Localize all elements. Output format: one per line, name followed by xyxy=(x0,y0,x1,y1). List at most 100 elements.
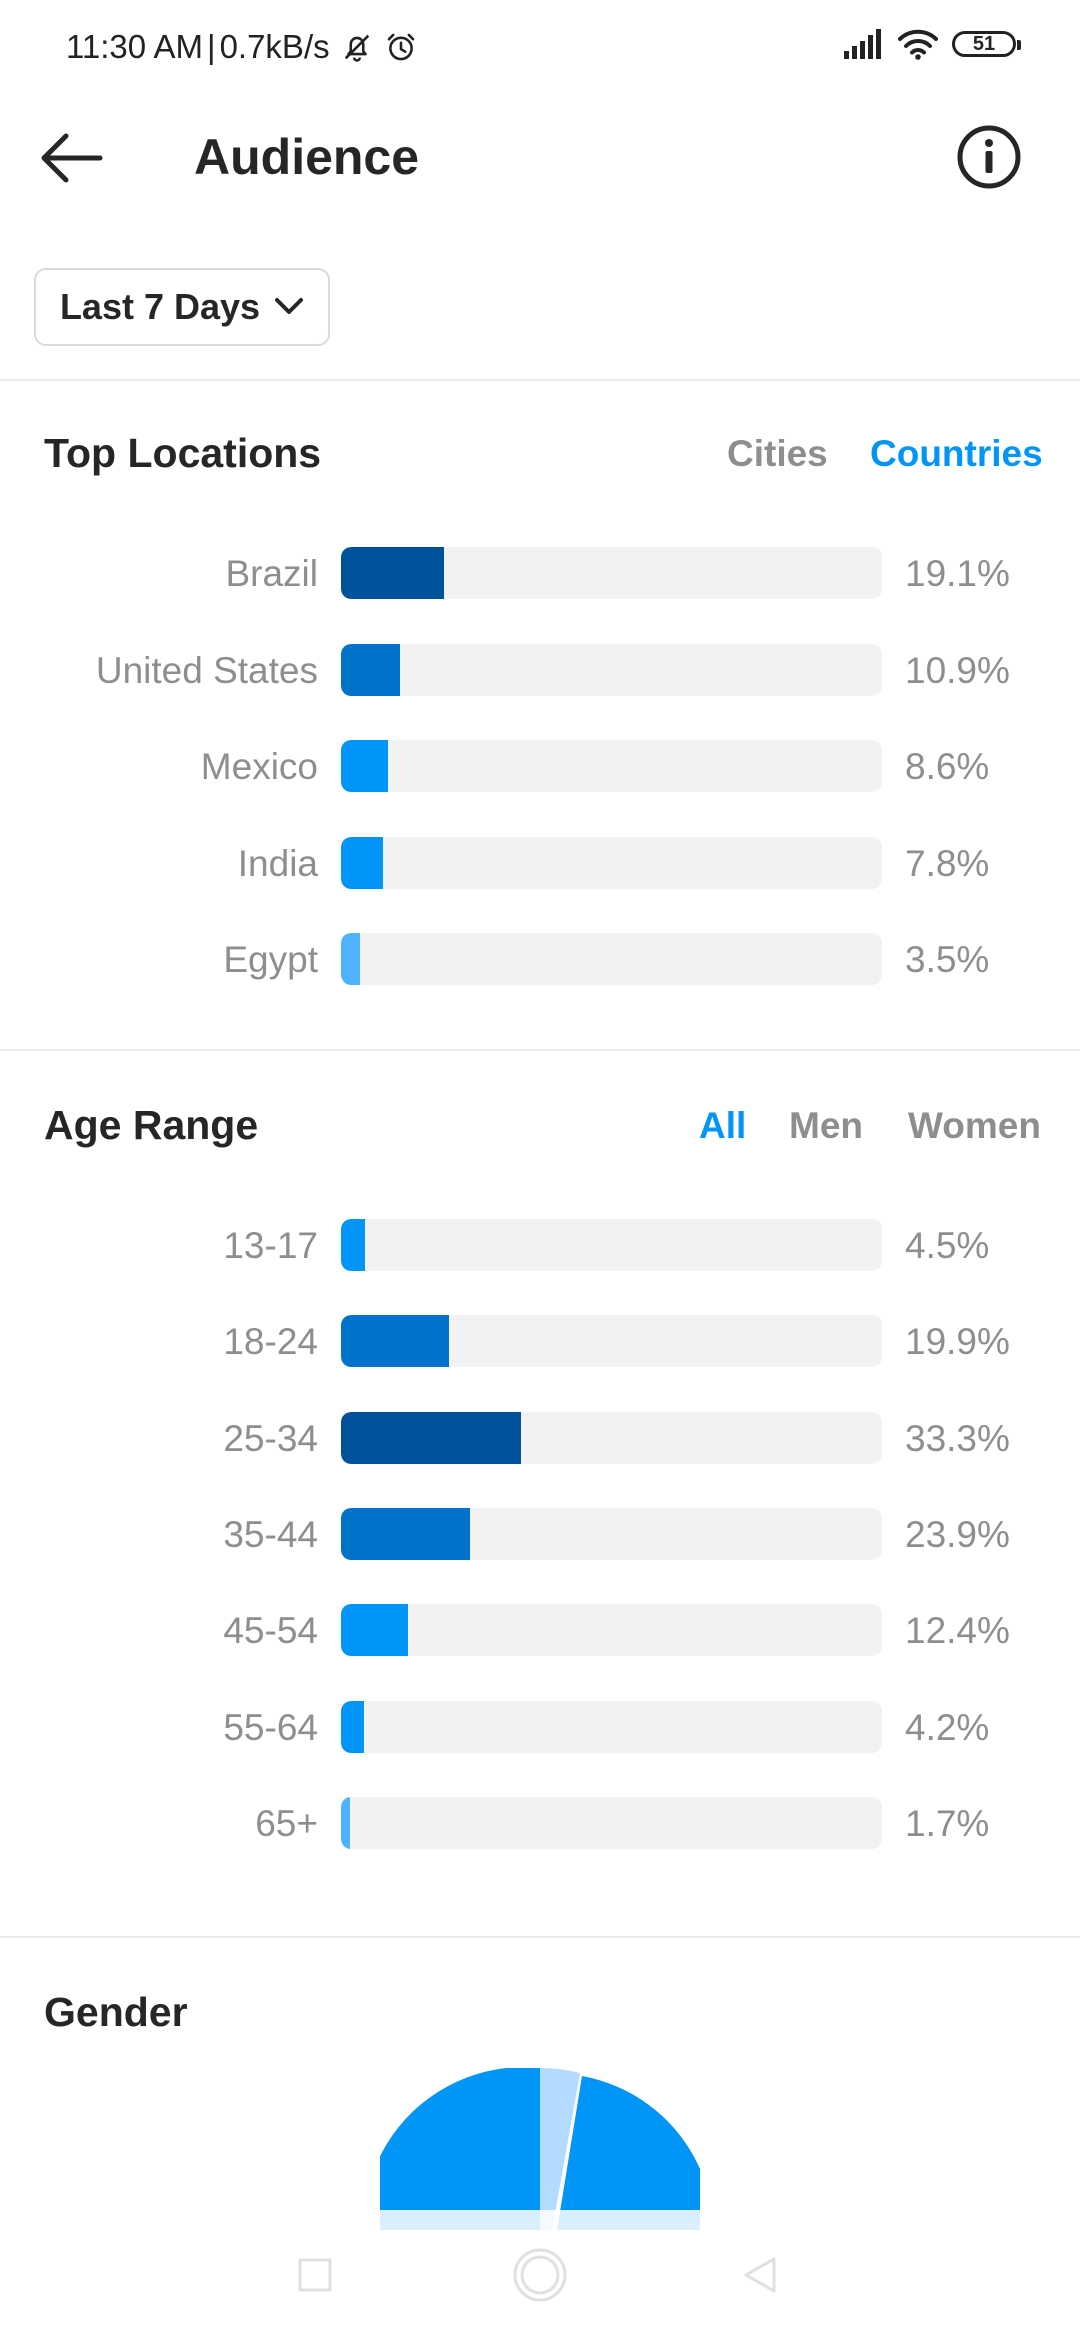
header: Audience xyxy=(0,100,1080,215)
age-label: 65+ xyxy=(255,1802,318,1844)
divider xyxy=(0,1049,1080,1051)
tab-women[interactable]: Women xyxy=(908,1105,1041,1146)
battery-indicator: 51 xyxy=(952,31,1021,57)
date-range-dropdown[interactable]: Last 7 Days xyxy=(34,268,330,346)
home-button[interactable] xyxy=(505,2240,575,2310)
age-bar-fill xyxy=(341,1411,522,1464)
system-nav-bar xyxy=(0,2210,1080,2340)
location-label: India xyxy=(237,842,318,884)
gender-slice-main-right xyxy=(557,2076,700,2230)
age-value: 4.5% xyxy=(905,1225,990,1266)
age-label: 25-34 xyxy=(223,1417,318,1459)
location-bar-fill xyxy=(341,643,400,696)
location-value: 10.9% xyxy=(905,649,1010,691)
gender-title: Gender xyxy=(44,1989,188,2035)
age-label: 18-24 xyxy=(223,1321,318,1363)
location-value: 3.5% xyxy=(905,939,990,980)
location-bar-track xyxy=(341,933,882,985)
status-left: 11:30 AM | 0.7kB/s xyxy=(66,28,418,66)
signal-icon xyxy=(844,29,881,59)
location-row: United States 10.9% xyxy=(0,643,1080,700)
bell-muted-icon xyxy=(344,34,369,62)
location-label: Brazil xyxy=(225,553,318,594)
gender-slice-main-left xyxy=(380,2068,540,2230)
age-range-title: Age Range xyxy=(44,1102,259,1148)
location-label: United States xyxy=(95,649,318,691)
age-label: 13-17 xyxy=(223,1225,318,1266)
age-label: 45-54 xyxy=(223,1610,318,1652)
age-row: 55-64 4.2% xyxy=(0,1700,1080,1757)
location-row: India 7.8% xyxy=(0,836,1080,893)
age-row: 35-44 23.9% xyxy=(0,1507,1080,1564)
age-bar-fill xyxy=(341,1796,351,1849)
age-row: 65+ 1.7% xyxy=(0,1796,1080,1853)
age-row: 18-24 19.9% xyxy=(0,1315,1080,1371)
age-bar-fill xyxy=(341,1604,409,1657)
age-bar-fill xyxy=(341,1315,449,1368)
back-button[interactable] xyxy=(36,122,108,194)
location-value: 8.6% xyxy=(905,746,990,787)
tab-all[interactable]: All xyxy=(699,1105,747,1146)
age-value: 33.3% xyxy=(905,1417,1010,1459)
gender-chart xyxy=(380,2068,700,2230)
age-value: 4.2% xyxy=(905,1706,990,1748)
status-separator: | xyxy=(206,28,216,65)
age-bar-fill xyxy=(341,1219,366,1271)
status-bar: 11:30 AM | 0.7kB/s 51 xyxy=(0,0,1080,100)
date-range-label: Last 7 Days xyxy=(59,286,261,327)
recents-button[interactable] xyxy=(280,2240,350,2310)
age-bar-track xyxy=(341,1700,882,1753)
info-icon xyxy=(957,125,1021,189)
age-row: 13-17 4.5% xyxy=(0,1219,1080,1275)
location-label: Egypt xyxy=(223,939,318,980)
back-nav-button[interactable] xyxy=(725,2240,795,2310)
square-icon xyxy=(298,2258,332,2292)
location-row: Brazil 19.1% xyxy=(0,547,1080,603)
location-bar-track xyxy=(341,643,882,696)
status-time: 11:30 AM xyxy=(66,28,203,65)
location-bar-track xyxy=(341,836,882,889)
age-label: 35-44 xyxy=(223,1513,318,1555)
location-bar-fill xyxy=(341,740,388,792)
age-bar-fill xyxy=(341,1507,471,1560)
info-button[interactable] xyxy=(952,120,1026,194)
alarm-icon xyxy=(387,33,414,61)
status-speed: 0.7kB/s xyxy=(219,28,330,65)
battery-level: 51 xyxy=(972,32,996,55)
age-bar-track xyxy=(341,1796,882,1849)
age-value: 1.7% xyxy=(905,1802,990,1844)
circle-icon xyxy=(513,2248,567,2302)
age-value: 12.4% xyxy=(905,1610,1010,1652)
age-bar-track xyxy=(341,1411,882,1464)
age-value: 19.9% xyxy=(905,1321,1010,1363)
age-label: 55-64 xyxy=(223,1706,318,1748)
age-value: 23.9% xyxy=(905,1513,1010,1555)
tab-cities[interactable]: Cities xyxy=(727,433,828,474)
location-bar-fill xyxy=(341,933,360,985)
divider xyxy=(0,379,1080,381)
top-locations-title: Top Locations xyxy=(44,430,322,476)
location-bar-track xyxy=(341,547,882,599)
page-title: Audience xyxy=(194,129,420,185)
age-row: 25-34 33.3% xyxy=(0,1411,1080,1468)
age-bar-track xyxy=(341,1315,882,1368)
age-bar-track xyxy=(341,1604,882,1657)
age-bar-track xyxy=(341,1219,882,1271)
location-bar-fill xyxy=(341,836,384,889)
triangle-back-icon xyxy=(744,2257,776,2293)
gender-slice-light xyxy=(540,2068,580,2230)
location-value: 7.8% xyxy=(905,842,990,884)
location-row: Mexico 8.6% xyxy=(0,740,1080,796)
tab-countries[interactable]: Countries xyxy=(870,433,1043,474)
age-bar-fill xyxy=(341,1700,364,1753)
location-bar-fill xyxy=(341,547,445,599)
tab-men[interactable]: Men xyxy=(789,1105,863,1146)
wifi-icon xyxy=(898,29,938,60)
back-arrow-icon xyxy=(41,133,103,183)
location-value: 19.1% xyxy=(905,553,1010,594)
age-row: 45-54 12.4% xyxy=(0,1604,1080,1660)
status-right: 51 xyxy=(830,28,1021,60)
chevron-down-icon xyxy=(275,298,304,314)
location-row: Egypt 3.5% xyxy=(0,933,1080,989)
location-bar-track xyxy=(341,740,882,792)
